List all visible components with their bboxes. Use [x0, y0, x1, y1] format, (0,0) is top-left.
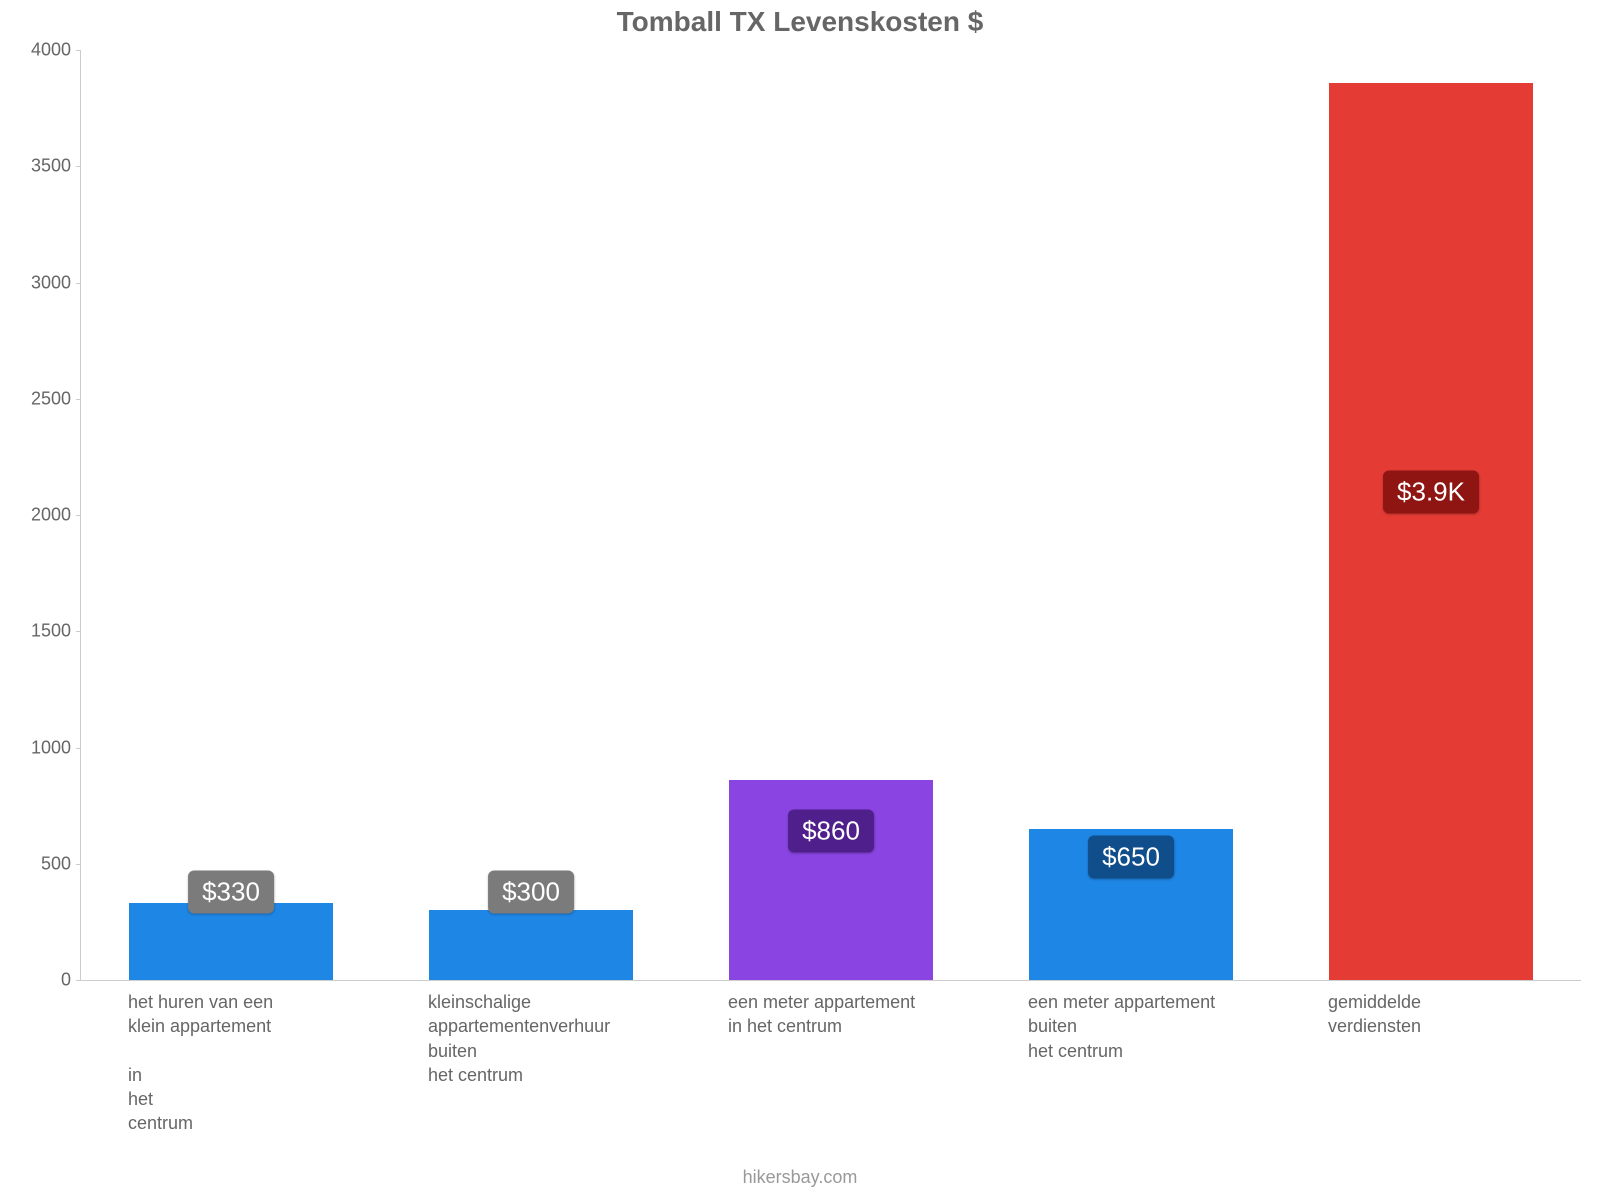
source-text: hikersbay.com	[0, 1167, 1600, 1188]
y-tick-label: 3500	[31, 156, 81, 177]
chart-title: Tomball TX Levenskosten $	[0, 6, 1600, 38]
x-category-label: het huren van een klein appartement in h…	[128, 990, 332, 1136]
y-tick-label: 2000	[31, 505, 81, 526]
bar	[129, 903, 333, 980]
y-tick-label: 1000	[31, 737, 81, 758]
bar-value-badge: $3.9K	[1383, 470, 1479, 513]
bar-value-badge: $650	[1088, 835, 1174, 878]
bar-value-badge: $860	[788, 810, 874, 853]
bar-value-badge: $300	[488, 870, 574, 913]
bar	[1329, 83, 1533, 980]
y-tick-mark	[76, 631, 81, 632]
bars-layer: $330 $300 $860 $650 $3.9K	[81, 50, 1581, 980]
y-tick-label: 3000	[31, 272, 81, 293]
y-tick-mark	[76, 50, 81, 51]
x-category-label: een meter appartement buiten het centrum	[1028, 990, 1232, 1063]
y-tick-mark	[76, 283, 81, 284]
y-tick-label: 1500	[31, 621, 81, 642]
y-tick-mark	[76, 748, 81, 749]
y-tick-mark	[76, 166, 81, 167]
cost-of-living-chart: Tomball TX Levenskosten $ $330 $300 $860 $6…	[0, 0, 1600, 1200]
x-category-label: een meter appartement in het centrum	[728, 990, 932, 1039]
y-tick-label: 2500	[31, 388, 81, 409]
y-tick-label: 4000	[31, 40, 81, 61]
y-tick-label: 500	[41, 853, 81, 874]
bar	[429, 910, 633, 980]
y-tick-mark	[76, 864, 81, 865]
y-tick-mark	[76, 399, 81, 400]
y-tick-mark	[76, 980, 81, 981]
y-tick-mark	[76, 515, 81, 516]
plot-area: $330$300$860$650$3.9K 050010001500200025…	[80, 50, 1581, 981]
x-category-label: gemiddelde verdiensten	[1328, 990, 1532, 1039]
bar-value-badge: $330	[188, 870, 274, 913]
x-category-label: kleinschalige appartementenverhuur buite…	[428, 990, 632, 1087]
